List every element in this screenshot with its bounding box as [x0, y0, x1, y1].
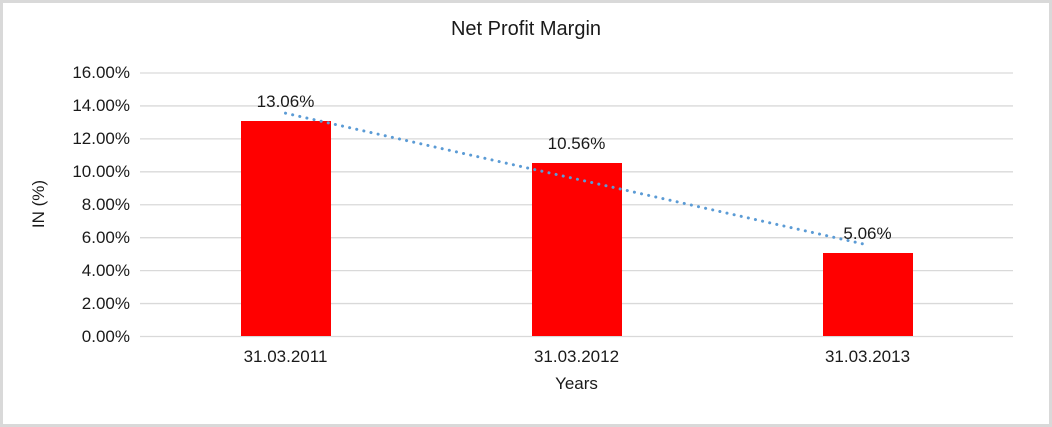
x-tick-label: 31.03.2012: [533, 346, 620, 366]
trendline-layer: [284, 111, 869, 247]
trendline: [284, 111, 869, 247]
x-axis-title: Years: [555, 374, 598, 393]
bar: [822, 253, 913, 337]
y-tick-label: 4.00%: [81, 260, 130, 280]
y-tick-label: 6.00%: [81, 227, 130, 247]
data-label: 5.06%: [843, 224, 892, 244]
bar: [531, 162, 622, 337]
chart-title: Net Profit Margin: [450, 18, 602, 40]
x-tick-label: 31.03.2013: [824, 346, 911, 366]
y-tick-label: 0.00%: [81, 326, 130, 346]
y-tick-label: 14.00%: [72, 95, 130, 115]
y-tick-label: 2.00%: [81, 293, 130, 313]
y-tick-label: 8.00%: [81, 194, 130, 214]
bar: [240, 121, 331, 337]
y-tick-label: 10.00%: [72, 161, 130, 181]
y-tick-label: 12.00%: [72, 128, 130, 148]
data-label: 13.06%: [256, 92, 315, 112]
x-tick-label: 31.03.2011: [243, 346, 328, 366]
data-label: 10.56%: [547, 133, 606, 153]
y-tick-label: 16.00%: [72, 63, 130, 82]
